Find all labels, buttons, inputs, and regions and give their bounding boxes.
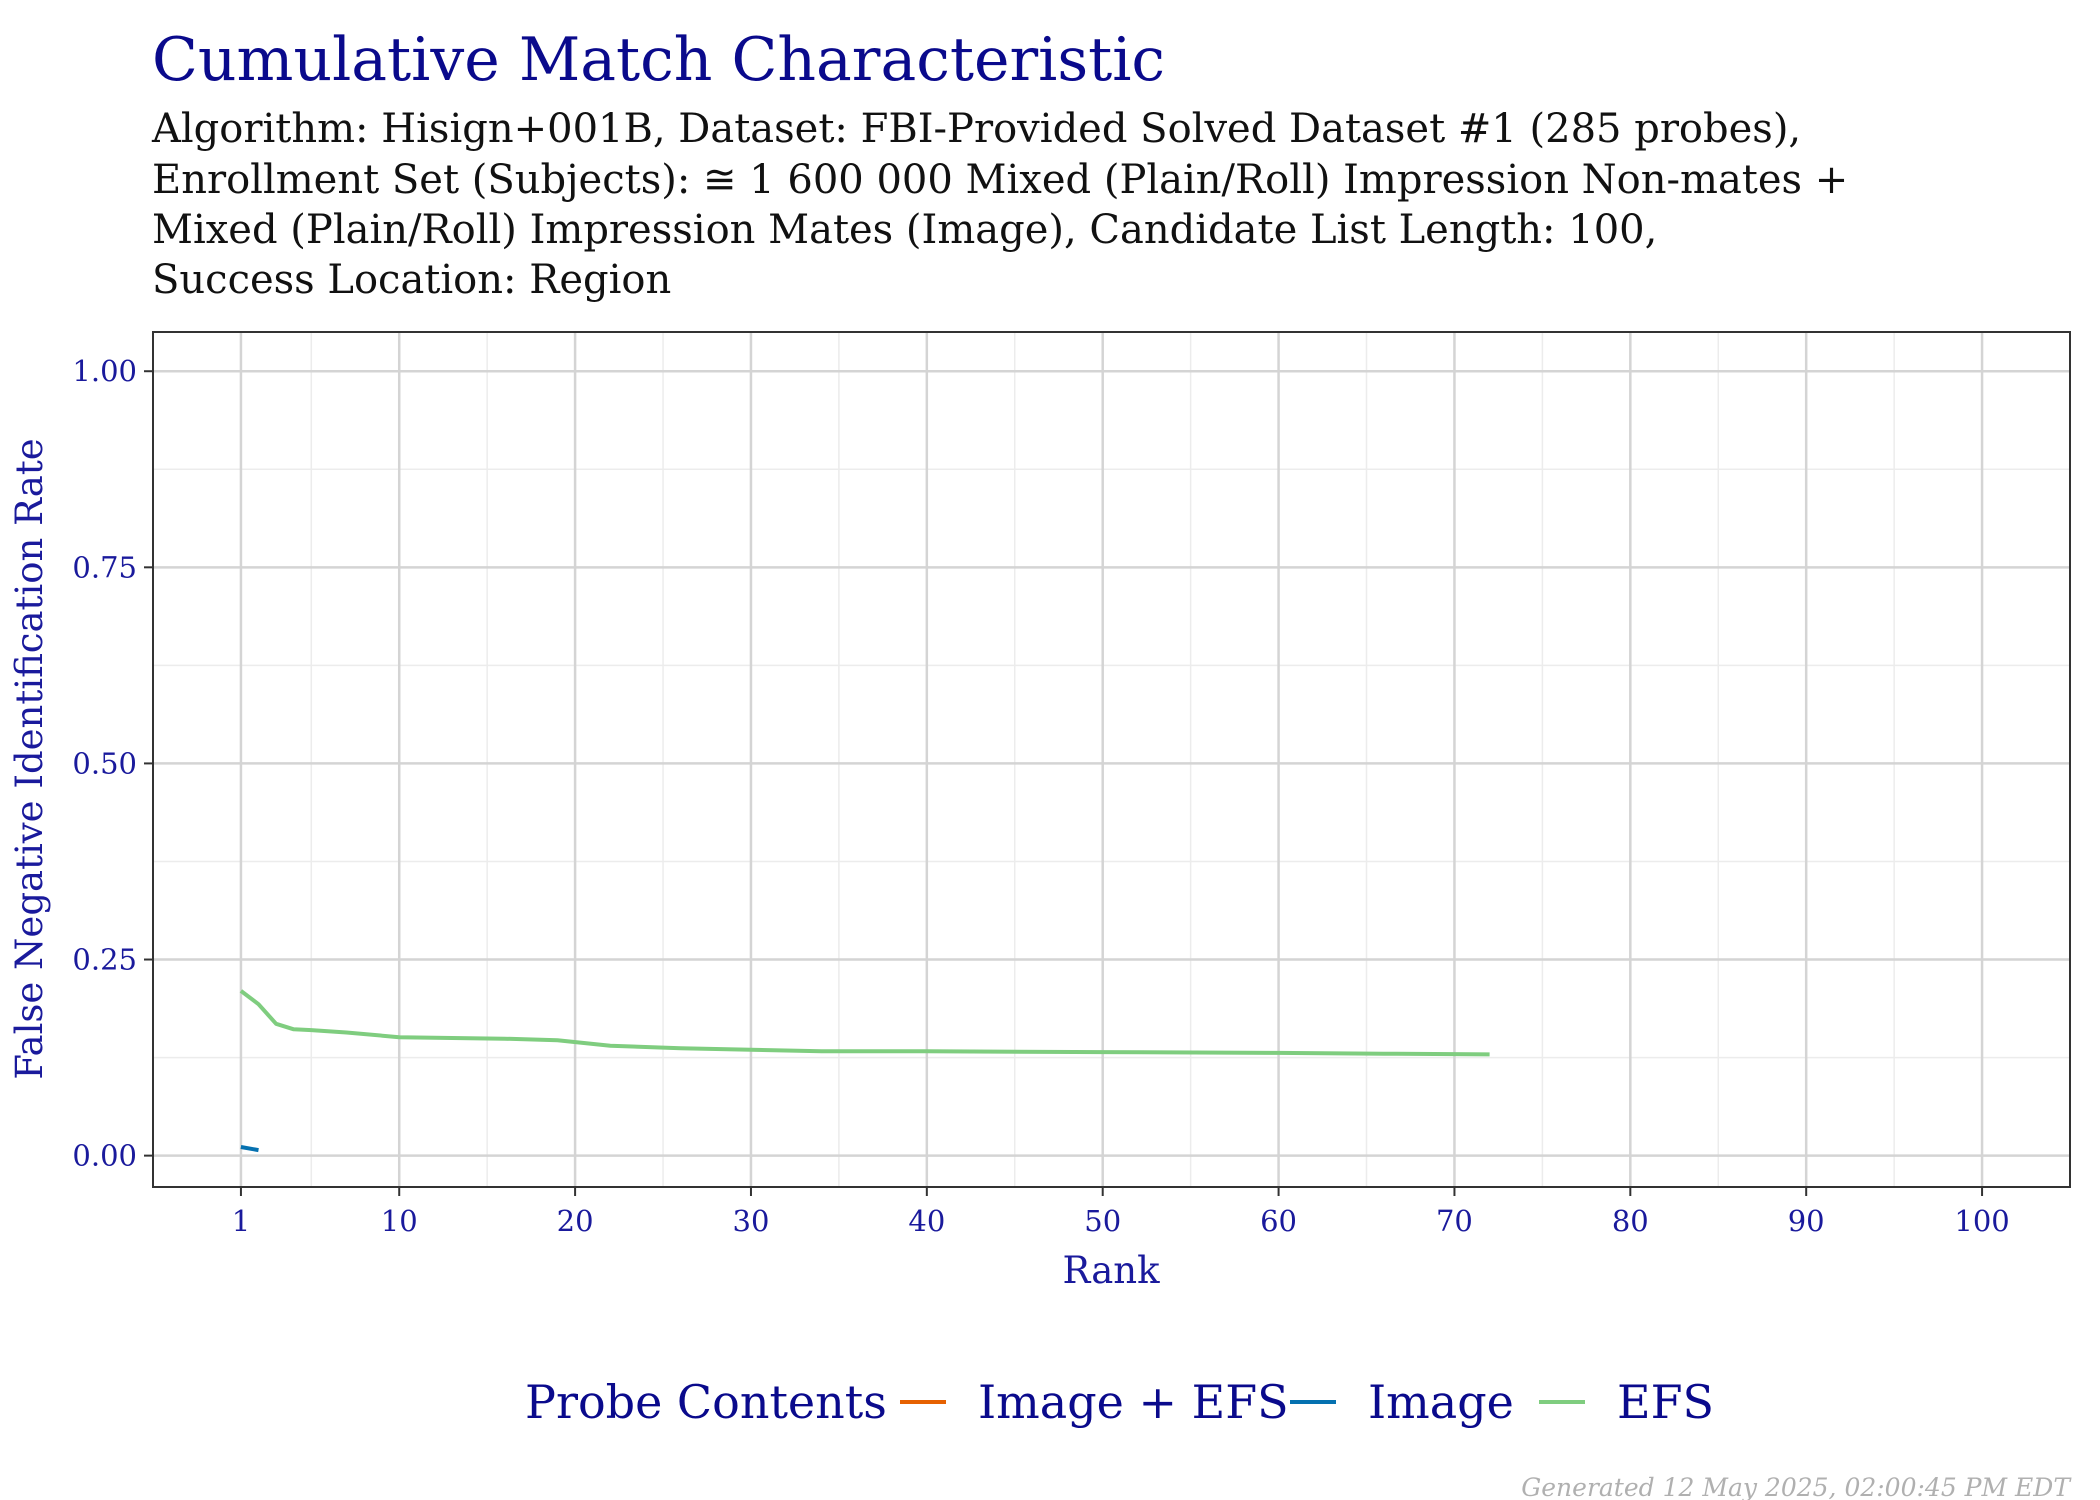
grid	[153, 332, 2070, 1187]
x-tick-label: 80	[1612, 1204, 1649, 1238]
chart-subtitle-line-3: Mixed (Plain/Roll) Impression Mates (Ima…	[152, 207, 1657, 253]
y-tick-label: 0.25	[72, 943, 137, 977]
x-tick-label: 90	[1788, 1204, 1825, 1238]
x-tick-label: 10	[381, 1204, 418, 1238]
chart-subtitle-line-4: Success Location: Region	[152, 257, 671, 303]
legend-label-image: Image	[1368, 1375, 1514, 1429]
series-line-image	[240, 1145, 259, 1153]
generated-timestamp: Generated 12 May 2025, 02:00:45 PM EDT	[1521, 1473, 2072, 1500]
legend: Probe Contents Image + EFS Image EFS	[525, 1375, 1714, 1429]
x-tick-label: 20	[557, 1204, 594, 1238]
legend-title: Probe Contents	[525, 1375, 887, 1429]
x-tick-label: 100	[1954, 1204, 2009, 1238]
legend-label-image-efs: Image + EFS	[978, 1375, 1289, 1429]
x-tick-label: 40	[908, 1204, 945, 1238]
x-tick-label: 1	[232, 1204, 250, 1238]
chart-subtitle-line-2: Enrollment Set (Subjects): ≅ 1 600 000 M…	[152, 157, 1848, 203]
chart-title: Cumulative Match Characteristic	[152, 25, 1165, 95]
y-tick-label: 0.00	[72, 1139, 137, 1173]
y-tick-label: 0.75	[72, 550, 137, 584]
chart-subtitle-line-1: Algorithm: Hisign+001B, Dataset: FBI-Pro…	[151, 106, 1801, 152]
series-lines	[239, 989, 1490, 1153]
series-line-efs	[239, 989, 1490, 1057]
x-tick-label: 70	[1436, 1204, 1473, 1238]
x-tick-label: 60	[1260, 1204, 1297, 1238]
axes: 1 10 20 30 40 50 60 70 80 90 100 0.00 0.25 0.50 0.75 1.…	[72, 354, 2009, 1238]
y-axis-title: False Negative Identification Rate	[8, 438, 51, 1079]
x-axis-title: Rank	[1062, 1249, 1160, 1292]
x-tick-label: 50	[1084, 1204, 1121, 1238]
y-tick-label: 0.50	[72, 746, 137, 780]
plot-panel-border	[152, 331, 2071, 1188]
legend-label-efs: EFS	[1617, 1375, 1714, 1429]
y-tick-label: 1.00	[72, 354, 137, 388]
x-tick-label: 30	[733, 1204, 770, 1238]
